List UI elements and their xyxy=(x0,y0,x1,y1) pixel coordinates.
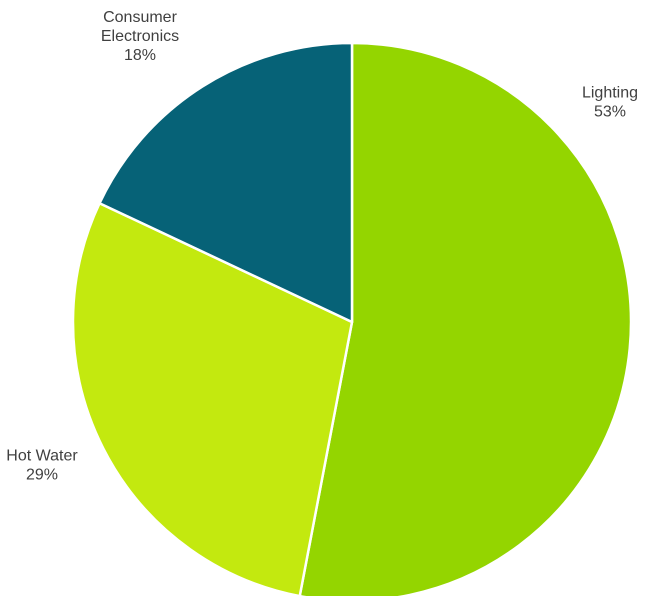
data-label-category: Consumer xyxy=(103,9,177,26)
pie-data-labels: Lighting 53% Hot Water 29% Consumer Electroni… xyxy=(6,9,638,484)
data-label-lighting: Lighting 53% xyxy=(582,85,638,121)
data-label-consumer-electronics: Consumer Electronics 18% xyxy=(101,9,179,64)
data-label-category: Electronics xyxy=(101,28,179,45)
pie-slice-consumer-electronics xyxy=(98,41,354,324)
pie-slices xyxy=(71,41,633,596)
data-label-value: 18% xyxy=(124,47,156,64)
data-label-category: Lighting xyxy=(582,85,638,102)
pie-slice-lighting xyxy=(298,41,633,596)
data-label-value: 53% xyxy=(594,104,626,121)
data-label-value: 29% xyxy=(26,467,58,484)
data-label-hot-water: Hot Water 29% xyxy=(6,448,78,484)
pie-slice-hot-water xyxy=(71,201,354,596)
data-label-category: Hot Water xyxy=(6,448,78,465)
